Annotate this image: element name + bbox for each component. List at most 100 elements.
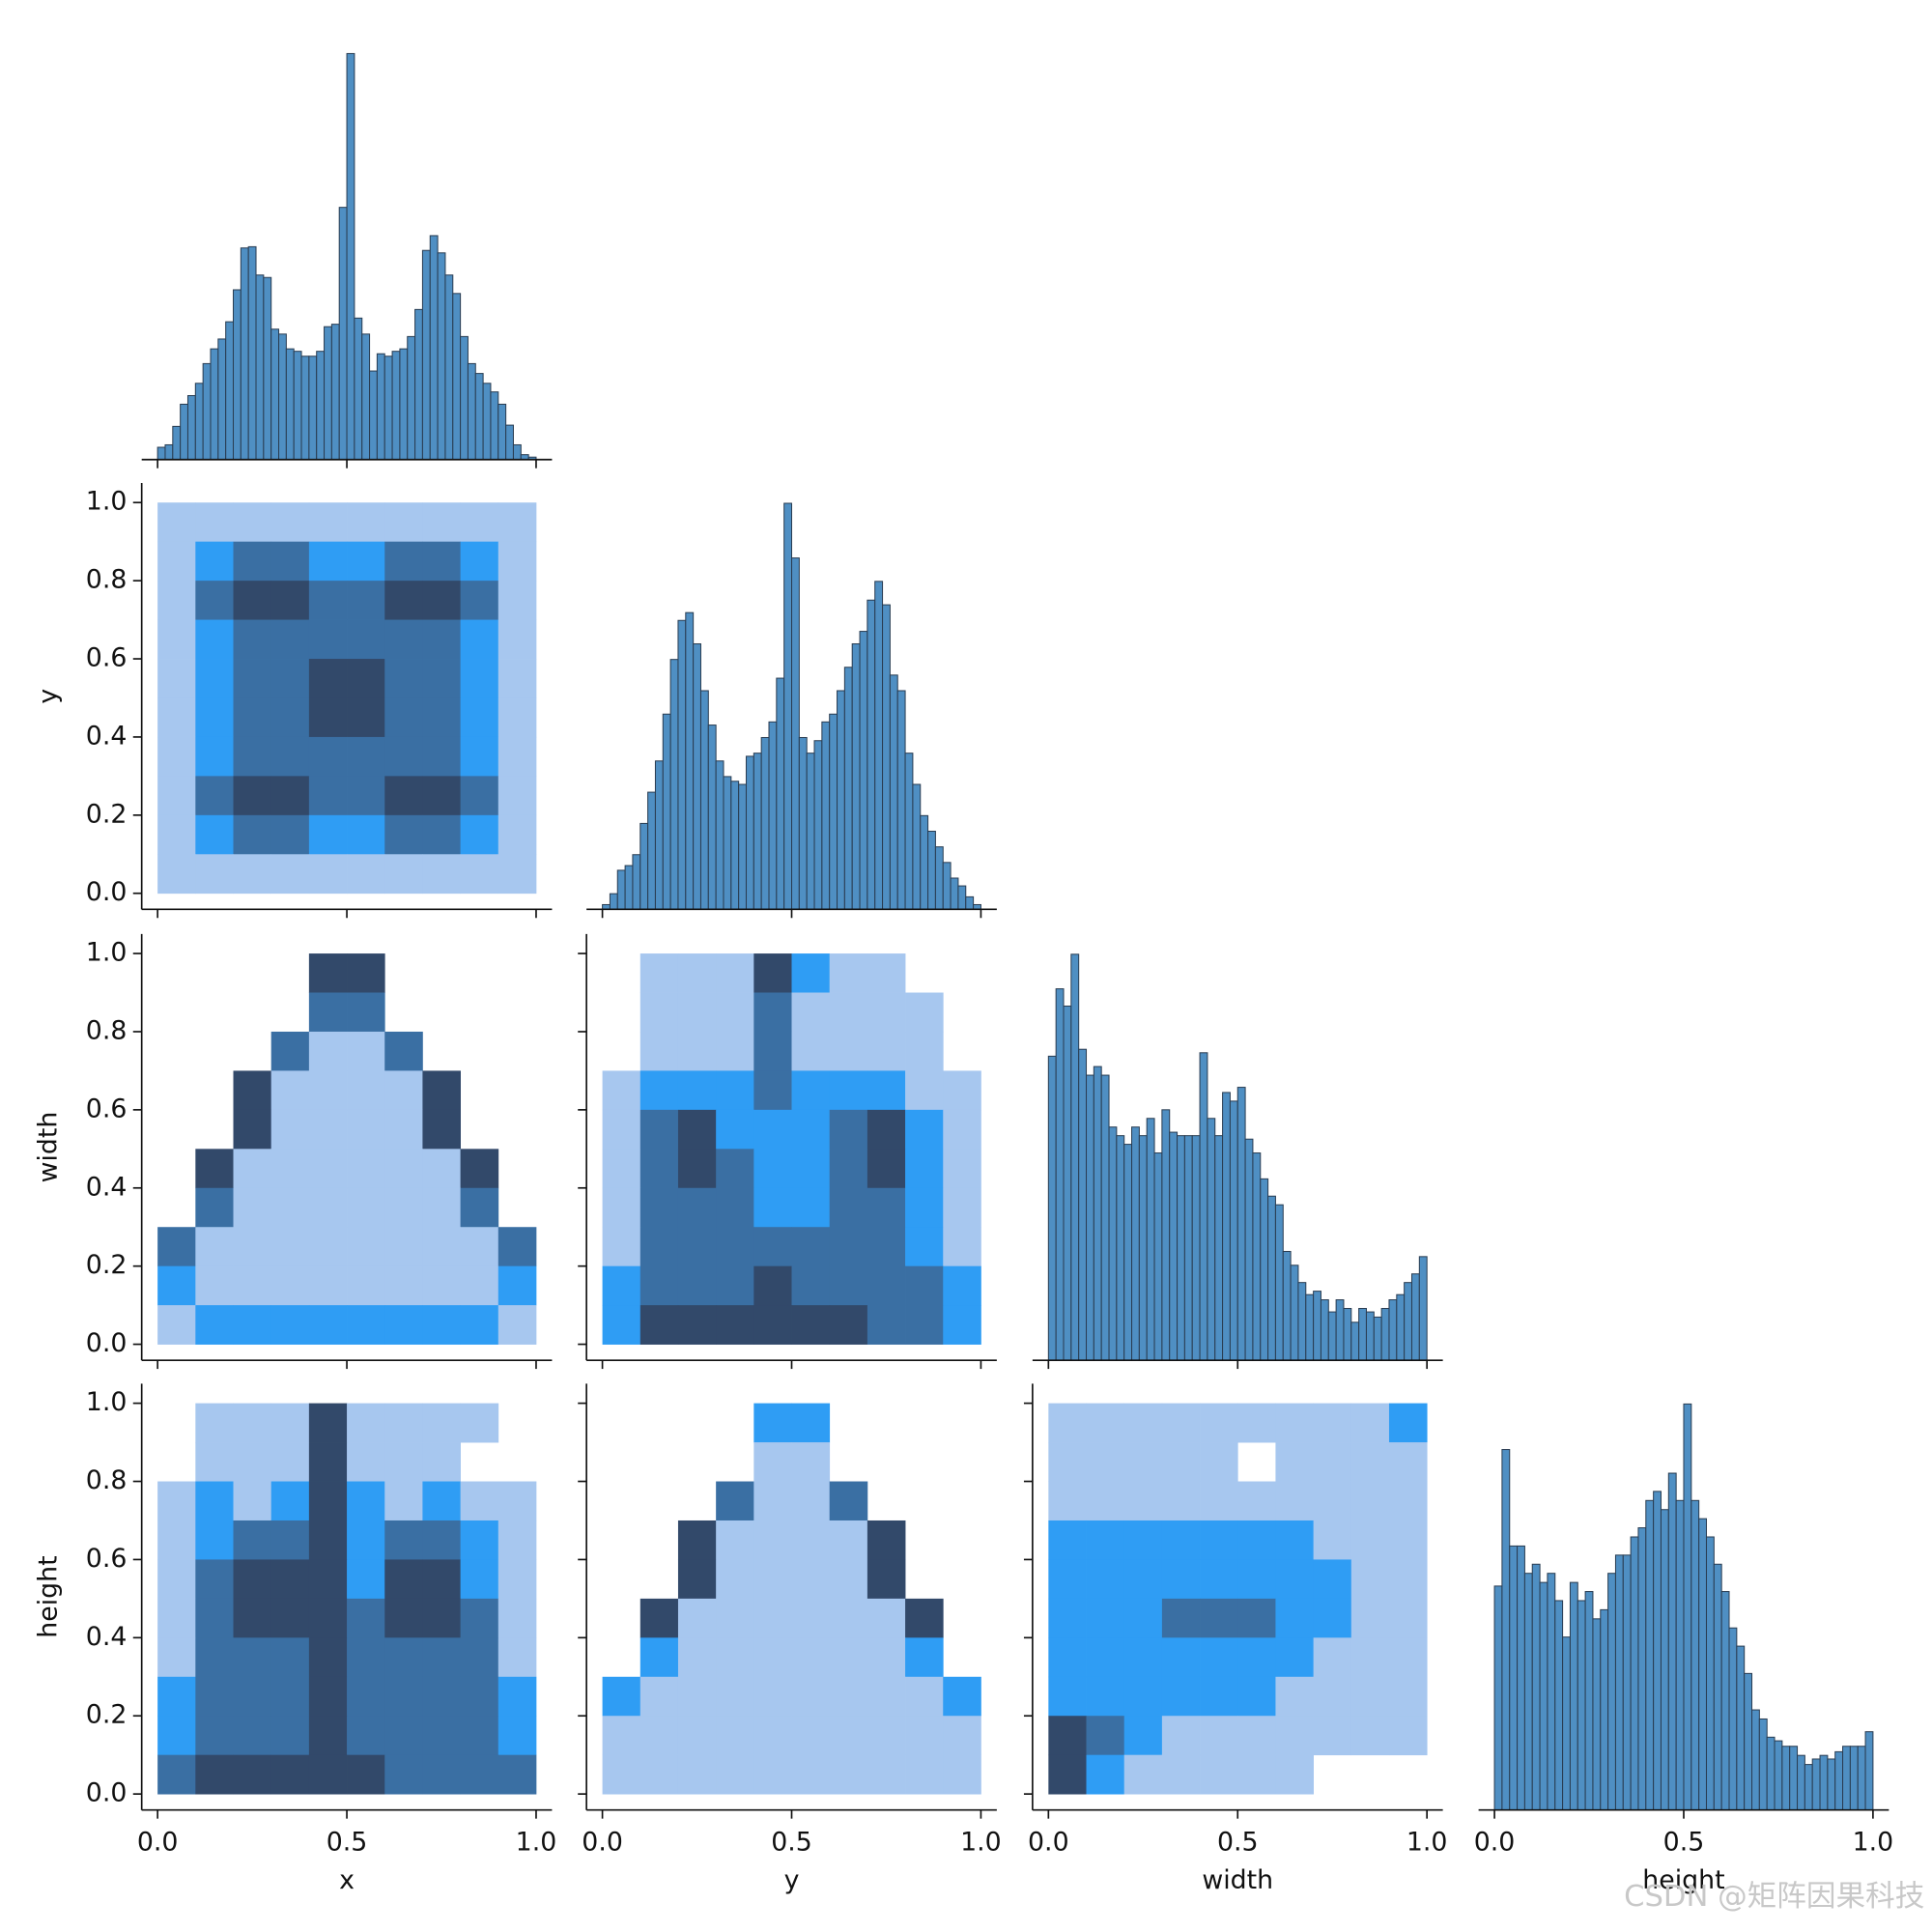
heat-cell	[716, 1637, 754, 1678]
heat-cell	[830, 1404, 868, 1443]
hist-bar	[1169, 1131, 1179, 1361]
hist-bar	[1736, 1645, 1746, 1811]
hist-bar	[293, 351, 302, 461]
hist-bar	[1637, 1527, 1647, 1811]
heat-cell	[753, 953, 792, 993]
heat-cell	[384, 1227, 423, 1267]
heat-cell	[233, 1520, 272, 1560]
heat-cell	[384, 776, 423, 816]
hist-bar	[270, 328, 280, 461]
heat-cell	[347, 502, 385, 543]
heat-cell	[308, 1754, 348, 1795]
hist-bar	[369, 370, 378, 461]
heat-cell	[460, 619, 499, 660]
heat-cell	[157, 854, 196, 895]
heat-cell	[308, 854, 348, 895]
heat-cell	[195, 776, 234, 816]
hist-bar	[1388, 1299, 1398, 1361]
hist-bar	[194, 383, 204, 461]
heat-cell	[347, 1305, 385, 1345]
heat-cell	[384, 502, 423, 543]
heat-cell	[422, 1227, 461, 1267]
heat-cell	[603, 1032, 641, 1071]
hist-bar	[180, 403, 188, 461]
heat-cell	[905, 1109, 944, 1150]
heat-cell	[829, 1031, 868, 1071]
hist-bar	[1539, 1581, 1548, 1811]
heat-cell	[460, 776, 499, 816]
heat-cell	[829, 1676, 868, 1717]
hist-bar	[934, 846, 944, 910]
heat-cell	[1123, 1559, 1163, 1600]
heat-cell	[1313, 1598, 1352, 1638]
heat-cell	[195, 581, 234, 620]
heat-cell	[195, 1187, 234, 1228]
heat-cell	[233, 541, 272, 582]
heat-cell	[943, 1482, 981, 1521]
heat-cell	[195, 1403, 234, 1443]
heat-cell	[347, 697, 385, 738]
heat-cell	[753, 1598, 792, 1638]
heat-cell	[943, 993, 981, 1033]
heat-cell	[829, 1265, 868, 1306]
heat-cell	[384, 736, 423, 777]
heat-cell	[498, 1070, 537, 1110]
hist-bar	[874, 581, 884, 910]
heat-cell	[384, 814, 423, 855]
heat-cell	[602, 1227, 641, 1267]
heat-cell	[347, 814, 385, 855]
heat-cell	[308, 659, 348, 698]
heat-cell	[270, 1637, 310, 1678]
hist-bar	[1396, 1293, 1406, 1361]
heat-cell	[460, 814, 499, 855]
hist-bar	[1222, 1092, 1231, 1361]
heat-cell	[384, 1442, 423, 1482]
heat-cell	[943, 1716, 981, 1756]
hist-bar	[263, 276, 272, 461]
hist-bar	[1313, 1291, 1321, 1361]
heat-cell	[867, 1598, 906, 1638]
hist-bar	[1305, 1293, 1315, 1361]
heat-cell	[1388, 1520, 1428, 1560]
heat-cell	[791, 1149, 831, 1189]
x-axis-label: width	[1202, 1865, 1273, 1895]
heat-cell	[639, 1305, 679, 1345]
heat-cell	[905, 1676, 944, 1717]
heat-cell	[753, 1227, 792, 1267]
heat-cell	[791, 1676, 831, 1717]
heat-cell	[753, 1559, 792, 1600]
heat-cell	[1123, 1403, 1163, 1443]
hist-bar	[927, 830, 936, 910]
hist-bar	[338, 207, 348, 461]
heat-cell	[422, 1481, 461, 1521]
heat-cell	[233, 1149, 272, 1189]
heat-cell	[347, 776, 385, 816]
heat-cell	[422, 1403, 461, 1443]
heat-cell	[157, 1110, 196, 1150]
hist-bar	[1373, 1316, 1382, 1361]
hist-bar	[1183, 1135, 1193, 1361]
heat-cell	[867, 1227, 906, 1267]
heat-cell	[157, 697, 196, 738]
heat-cell	[753, 1305, 792, 1345]
heat-cell	[384, 953, 423, 993]
heat-cell	[867, 1482, 906, 1521]
heat-cell	[1048, 1598, 1087, 1638]
hist-bar	[669, 659, 679, 910]
heat-cell	[233, 814, 272, 855]
x-tick-label: 1.0	[1406, 1828, 1448, 1858]
hist-bar	[452, 293, 462, 461]
heat-cell	[195, 953, 234, 993]
heat-cell	[1237, 1637, 1276, 1678]
heat-cell	[791, 1637, 831, 1678]
heat-cell	[677, 1637, 717, 1678]
hist-bar	[1864, 1731, 1874, 1811]
heat-cell	[157, 953, 196, 993]
heat-cell	[195, 1716, 234, 1756]
heat-cell	[308, 1481, 348, 1521]
hist-bar	[210, 348, 219, 461]
heat-cell	[195, 541, 234, 582]
heat-cell	[270, 1265, 310, 1306]
heat-cell	[602, 1716, 641, 1756]
